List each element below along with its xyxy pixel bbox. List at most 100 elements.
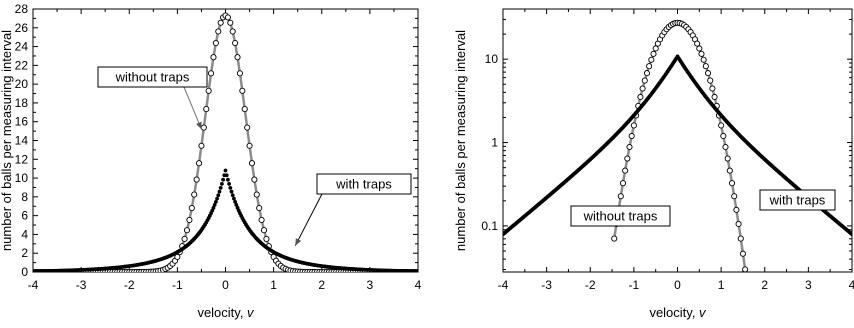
y-tick-label: 24 [15, 40, 29, 54]
point-with-traps [215, 196, 219, 201]
point-without-traps [263, 235, 270, 242]
point-without-traps [742, 266, 749, 272]
point-with-traps [216, 193, 221, 198]
point-without-traps [646, 63, 653, 70]
x-tick-label: 1 [270, 278, 277, 292]
y-tick-label: 16 [15, 115, 29, 129]
x-tick-label: 2 [761, 278, 768, 292]
x-tick-label: 0 [222, 278, 229, 292]
y-axis-label: number of balls per measuring interval [0, 30, 14, 251]
y-tick-label: 8 [21, 190, 28, 204]
point-without-traps [224, 14, 231, 21]
point-with-traps [218, 185, 223, 190]
x-tick-label: -3 [541, 278, 552, 292]
x-axis-label-variable: v [699, 305, 707, 320]
point-without-traps [193, 176, 200, 183]
x-axis-label: velocity, v [197, 305, 255, 320]
point-without-traps [617, 193, 624, 200]
point-with-traps [230, 193, 235, 198]
plot-frame [32, 8, 419, 273]
annotation-label-without-traps: without traps [583, 209, 658, 224]
point-without-traps [203, 106, 210, 113]
x-tick-label: 4 [415, 278, 422, 292]
point-without-traps [626, 143, 633, 151]
point-without-traps [229, 28, 236, 35]
point-without-traps [246, 142, 253, 149]
point-without-traps [622, 167, 629, 174]
x-axis-label: velocity, v [649, 305, 707, 320]
annotation-label-with-traps: with traps [335, 177, 392, 192]
point-without-traps [652, 45, 659, 52]
point-without-traps [696, 45, 703, 52]
point-without-traps [236, 70, 243, 77]
y-tick-label: 22 [15, 58, 29, 72]
point-without-traps [239, 87, 246, 94]
y-tick-label: 12 [15, 152, 29, 166]
point-without-traps [256, 205, 263, 212]
point-without-traps [628, 132, 635, 140]
point-without-traps [726, 167, 733, 174]
point-without-traps [191, 191, 198, 198]
point-without-traps [737, 235, 744, 242]
point-without-traps [227, 19, 234, 26]
y-tick-label: 20 [15, 77, 29, 91]
point-without-traps [205, 87, 212, 94]
point-without-traps [195, 160, 203, 167]
point-without-traps [722, 143, 729, 151]
point-with-traps [213, 199, 218, 204]
y-tick-label: 4 [21, 227, 28, 241]
point-without-traps [694, 40, 701, 47]
chart-panel-linear: -4 -3 -2 -1 0 1 2 3 40246810121416182022242628ve… [0, 2, 422, 320]
plot-area [503, 19, 852, 272]
point-without-traps [174, 253, 181, 260]
point-with-traps [416, 269, 418, 272]
point-without-traps [735, 220, 742, 228]
x-tick-label: 0 [674, 278, 681, 292]
point-without-traps [208, 70, 215, 77]
x-tick-label: -4 [28, 278, 39, 292]
y-axis-label: number of balls per measuring interval [453, 30, 468, 251]
point-without-traps [215, 28, 222, 35]
point-without-traps [643, 70, 651, 77]
point-without-traps [611, 235, 618, 242]
annotation-arrow-with-traps [294, 193, 323, 246]
point-without-traps [253, 191, 260, 198]
point-without-traps [718, 122, 725, 129]
point-with-traps [223, 168, 228, 173]
x-tick-label: 3 [367, 278, 374, 292]
point-without-traps [244, 124, 251, 131]
y-tick-label: 0 [21, 265, 28, 279]
point-without-traps [232, 40, 239, 47]
x-tick-label: 1 [718, 278, 725, 292]
point-without-traps [248, 160, 256, 167]
point-with-traps [211, 205, 216, 210]
y-tick-label: 6 [21, 209, 28, 223]
annotation-arrow-without-traps [183, 86, 202, 130]
x-tick-label: -1 [172, 278, 183, 292]
point-without-traps [648, 56, 655, 63]
point-without-traps [639, 85, 646, 92]
x-tick-label: -2 [124, 278, 135, 292]
plot-area [33, 12, 418, 272]
point-without-traps [637, 93, 644, 101]
point-without-traps [733, 206, 740, 213]
point-without-traps [707, 77, 714, 84]
point-without-traps [241, 106, 248, 113]
x-tick-label: -1 [629, 278, 640, 292]
annotation-label-with-traps: with traps [769, 193, 826, 208]
y-tick-label: 28 [15, 2, 29, 16]
x-tick-label: 3 [805, 278, 812, 292]
annotation-label-without-traps: without traps [115, 70, 190, 85]
point-without-traps [739, 250, 746, 257]
point-without-traps [731, 193, 738, 200]
chart-panel-log: -4 -3 -2 -1 0 1 2 3 4 0.1 1 10 velocity, v number of … [453, 8, 854, 320]
point-without-traps [210, 54, 217, 61]
point-without-traps [624, 155, 631, 162]
point-with-traps [229, 189, 234, 194]
point-without-traps [212, 40, 219, 47]
point-without-traps [198, 142, 205, 149]
point-without-traps [260, 227, 268, 234]
point-with-traps [221, 177, 225, 182]
y-tick-label: 10 [15, 171, 29, 185]
